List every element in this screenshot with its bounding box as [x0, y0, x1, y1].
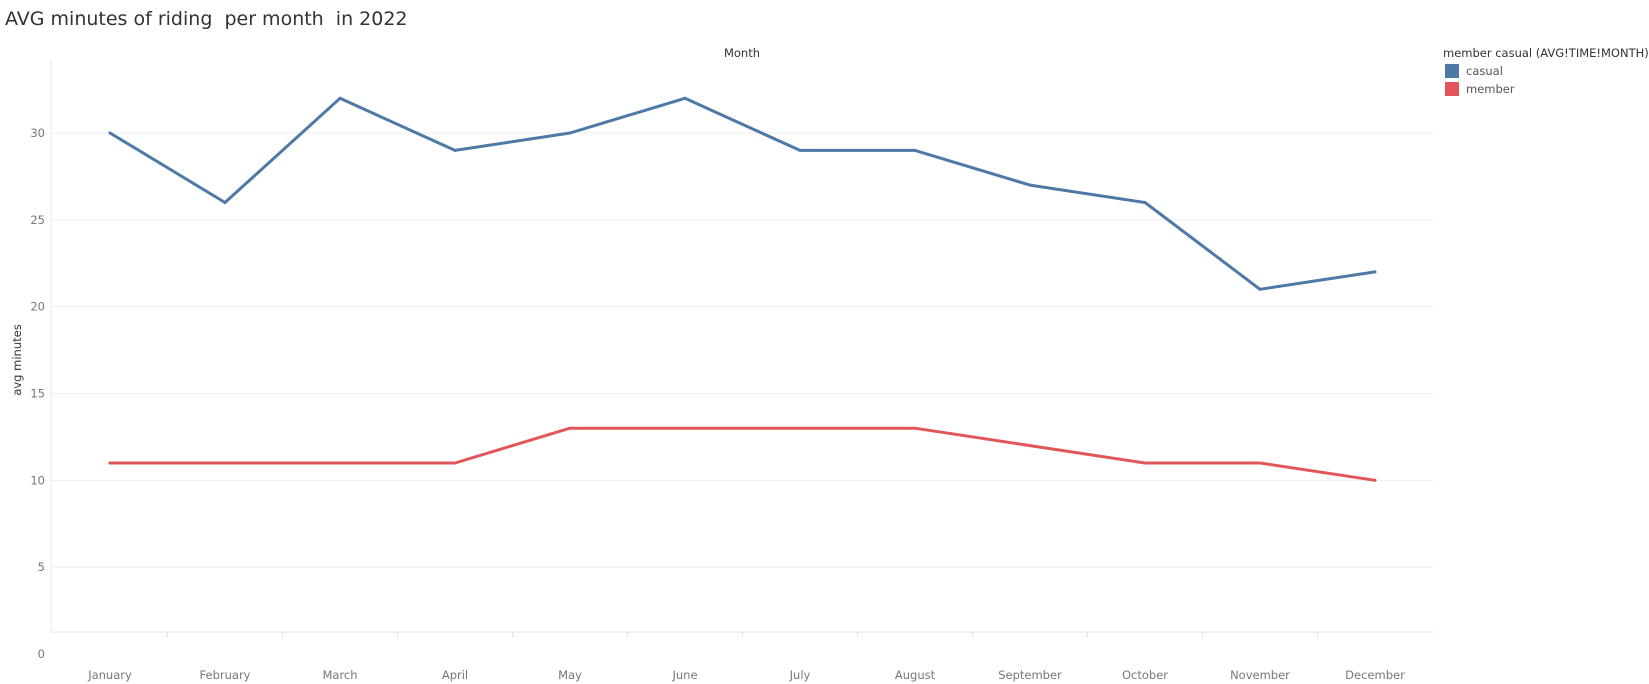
grid-lines — [51, 132, 1433, 568]
data-point-member[interactable] — [568, 426, 572, 430]
legend-item-casual[interactable]: casual — [1445, 64, 1649, 78]
data-point-casual[interactable] — [108, 131, 112, 135]
data-point-member[interactable] — [683, 426, 687, 430]
chart-title: AVG minutes of riding per month in 2022 — [5, 8, 408, 30]
y-tick-label: 30 — [30, 126, 45, 140]
data-point-casual[interactable] — [1258, 287, 1262, 291]
data-point-member[interactable] — [1143, 461, 1147, 465]
x-tick-label: October — [1122, 668, 1168, 682]
x-tick-labels: January February March April May June July Augu… — [87, 632, 1405, 682]
x-tick-label: September — [998, 668, 1062, 682]
x-tick-label: May — [558, 668, 582, 682]
x-tick-label: November — [1230, 668, 1290, 682]
y-tick-label: 5 — [38, 560, 45, 574]
legend: member casual (AVG!TIME!MONTH) casual me… — [1443, 46, 1649, 96]
data-point-casual[interactable] — [683, 96, 687, 100]
x-tick-label: July — [789, 668, 811, 682]
x-tick-label: March — [322, 668, 357, 682]
x-tick-label: December — [1345, 668, 1405, 682]
legend-swatch-casual — [1445, 64, 1459, 78]
y-axis-title: avg minutes — [10, 324, 24, 395]
legend-item-member[interactable]: member — [1445, 82, 1649, 96]
data-point-member[interactable] — [913, 426, 917, 430]
legend-swatch-member — [1445, 82, 1459, 96]
data-point-member[interactable] — [338, 461, 342, 465]
legend-label-member: member — [1466, 82, 1515, 96]
y-tick-labels: 0 5 10 15 20 25 30 — [30, 126, 45, 661]
x-tick-label: June — [671, 668, 697, 682]
y-tick-label: 0 — [38, 647, 45, 661]
data-point-member[interactable] — [798, 426, 802, 430]
x-tick-label: August — [895, 668, 936, 682]
data-point-casual[interactable] — [913, 148, 917, 152]
y-tick-label: 20 — [30, 300, 45, 314]
data-point-member[interactable] — [1373, 478, 1377, 482]
y-tick-label: 15 — [30, 387, 45, 401]
legend-title: member casual (AVG!TIME!MONTH) — [1443, 46, 1649, 60]
legend-label-casual: casual — [1466, 64, 1503, 78]
data-point-casual[interactable] — [1373, 270, 1377, 274]
data-point-casual[interactable] — [798, 148, 802, 152]
series-line-casual[interactable] — [108, 96, 1377, 291]
x-axis-title: Month — [724, 46, 760, 60]
x-tick-label: February — [200, 668, 251, 682]
data-point-member[interactable] — [108, 461, 112, 465]
data-point-casual[interactable] — [1143, 200, 1147, 204]
x-tick-label: April — [442, 668, 468, 682]
data-point-member[interactable] — [1028, 444, 1032, 448]
y-tick-label: 10 — [30, 473, 45, 487]
data-point-casual[interactable] — [1028, 183, 1032, 187]
y-tick-label: 25 — [30, 213, 45, 227]
series-lines — [108, 96, 1377, 482]
data-point-member[interactable] — [1258, 461, 1262, 465]
data-point-member[interactable] — [453, 461, 457, 465]
x-tick-label: January — [87, 668, 132, 682]
data-point-member[interactable] — [223, 461, 227, 465]
data-point-casual[interactable] — [568, 131, 572, 135]
data-point-casual[interactable] — [338, 96, 342, 100]
data-point-casual[interactable] — [453, 148, 457, 152]
data-point-casual[interactable] — [223, 200, 227, 204]
series-line-member[interactable] — [108, 426, 1377, 482]
